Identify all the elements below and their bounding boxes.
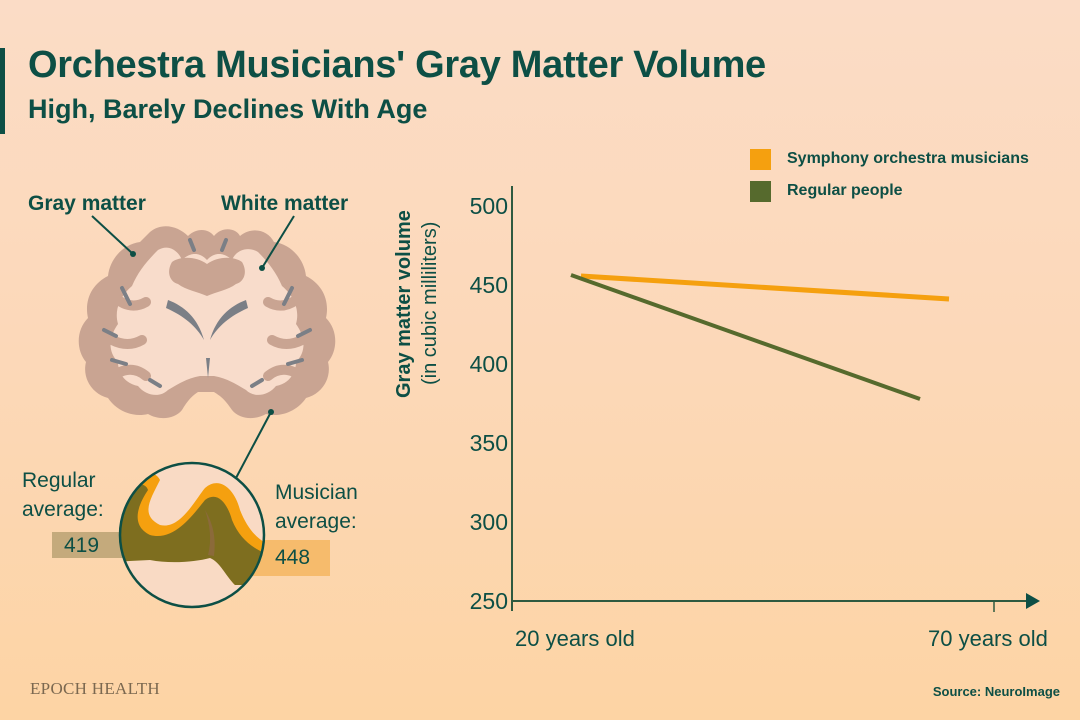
musician-average-value: 448 — [275, 546, 311, 569]
y-tick-450: 450 — [469, 272, 508, 298]
chart-legend: Symphony orchestra musicians Regular peo… — [750, 143, 1029, 207]
regular-people-line — [570, 273, 921, 401]
zoom-pointer — [235, 411, 272, 479]
y-tick-300: 300 — [469, 509, 508, 535]
regular-label-line2: average: — [22, 498, 104, 521]
musician-label-line2: average: — [275, 510, 357, 533]
gray-matter-label: Gray matter — [28, 192, 146, 215]
musician-average-label: Musician average: — [275, 478, 358, 536]
brand-logo: EPOCH HEALTH — [30, 679, 161, 698]
y-tick-500: 500 — [469, 193, 508, 219]
regular-swatch-icon — [750, 180, 771, 202]
regular-label-line1: Regular — [22, 469, 96, 492]
brain-coronal-section-icon — [78, 226, 336, 419]
gray-matter-pointer — [91, 215, 134, 255]
musicians-swatch-icon — [750, 148, 771, 170]
legend-label: Symphony orchestra musicians — [787, 150, 1029, 167]
page-title: Orchestra Musicians' Gray Matter Volume — [28, 44, 766, 86]
white-matter-label: White matter — [221, 192, 349, 215]
white-matter-pointer — [261, 215, 295, 269]
source-credit: Source: NeuroImage — [932, 684, 1060, 699]
y-tick-250: 250 — [469, 588, 508, 614]
legend-item-musicians: Symphony orchestra musicians — [750, 143, 1029, 175]
title-accent-bar — [0, 48, 5, 134]
y-tick-400: 400 — [469, 351, 508, 377]
x-tick-label-20: 20 years old — [515, 626, 635, 651]
musicians-line — [580, 273, 950, 302]
regular-average-value: 419 — [64, 534, 100, 557]
musician-label-line1: Musician — [275, 481, 358, 504]
page-subtitle: High, Barely Declines With Age — [28, 94, 428, 124]
legend-label: Regular people — [787, 182, 903, 199]
regular-average-label: Regular average: — [22, 466, 104, 524]
y-tick-350: 350 — [469, 430, 508, 456]
legend-item-regular: Regular people — [750, 175, 1029, 207]
x-tick-label-70: 70 years old — [928, 626, 1048, 651]
x-axis-arrow-icon — [1026, 593, 1040, 609]
magnified-cortex-icon — [120, 463, 264, 607]
